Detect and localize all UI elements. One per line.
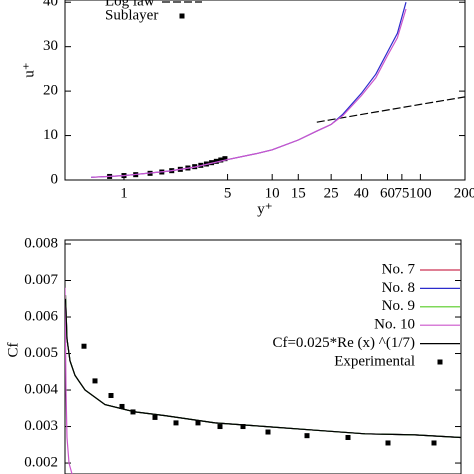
legend-label: Experimental	[334, 353, 415, 369]
y-tick-label: 0.008	[24, 235, 58, 251]
legend-label: Sublayer	[105, 7, 158, 23]
x-tick-label: 10	[265, 185, 280, 201]
data-point	[222, 156, 228, 162]
data-point	[81, 343, 87, 349]
y-tick-label: 0.004	[24, 381, 58, 397]
x-tick-label: 200	[454, 185, 474, 201]
plot-area	[65, 287, 461, 474]
x-tick-label: 5	[224, 185, 232, 201]
data-point	[345, 434, 351, 440]
plot-area	[91, 2, 465, 179]
data-point	[240, 424, 246, 430]
x-tick-label: 75	[394, 185, 409, 201]
data-point	[431, 440, 437, 446]
data-point	[119, 403, 125, 409]
data-line	[65, 298, 461, 439]
y-axis-label: Cf	[5, 342, 21, 357]
legend-marker	[437, 359, 443, 365]
data-line	[91, 2, 407, 178]
legend-marker	[179, 13, 185, 19]
x-tick-label: 40	[354, 185, 369, 201]
legend-label: No. 9	[382, 298, 415, 314]
data-point	[173, 420, 179, 426]
y-tick-label: 20	[43, 83, 58, 99]
legend-label: No. 7	[382, 261, 416, 277]
data-point	[265, 429, 271, 435]
data-line	[65, 287, 73, 474]
y-tick-label: 0.007	[24, 272, 58, 288]
data-point	[304, 433, 310, 439]
y-tick-label: 30	[43, 38, 58, 54]
x-axis-label: y⁺	[257, 201, 272, 217]
y-axis-label: u⁺	[21, 62, 37, 77]
y-tick-label: 0.002	[24, 454, 58, 470]
y-tick-label: 0.006	[24, 308, 58, 324]
data-point	[385, 440, 391, 446]
data-line	[316, 96, 465, 123]
data-point	[130, 409, 136, 415]
plot-frame	[64, 239, 462, 474]
data-point	[152, 414, 158, 420]
x-tick-label: 25	[324, 185, 339, 201]
data-point	[92, 378, 98, 384]
data-point	[218, 157, 224, 163]
data-point	[195, 420, 201, 426]
y-tick-label: 0.003	[24, 418, 58, 434]
x-tick-label: 15	[291, 185, 306, 201]
x-tick-label: 60	[380, 185, 395, 201]
legend-label: Log law	[105, 0, 155, 9]
data-line	[91, 8, 407, 178]
legend-label: No. 10	[374, 317, 415, 333]
x-tick-label: 1	[120, 185, 128, 201]
plot-frame	[64, 0, 466, 181]
legend-label: Cf=0.025*Re (x) ^(1/7)	[272, 335, 415, 351]
legend-label: No. 8	[382, 280, 415, 296]
y-tick-label: 10	[43, 127, 58, 143]
x-tick-label: 100	[409, 185, 432, 201]
y-tick-label: 40	[43, 0, 58, 10]
data-point	[217, 424, 223, 430]
data-point	[213, 158, 219, 164]
y-tick-label: 0.005	[24, 345, 58, 361]
y-tick-label: 0	[51, 171, 59, 187]
data-point	[108, 393, 114, 399]
